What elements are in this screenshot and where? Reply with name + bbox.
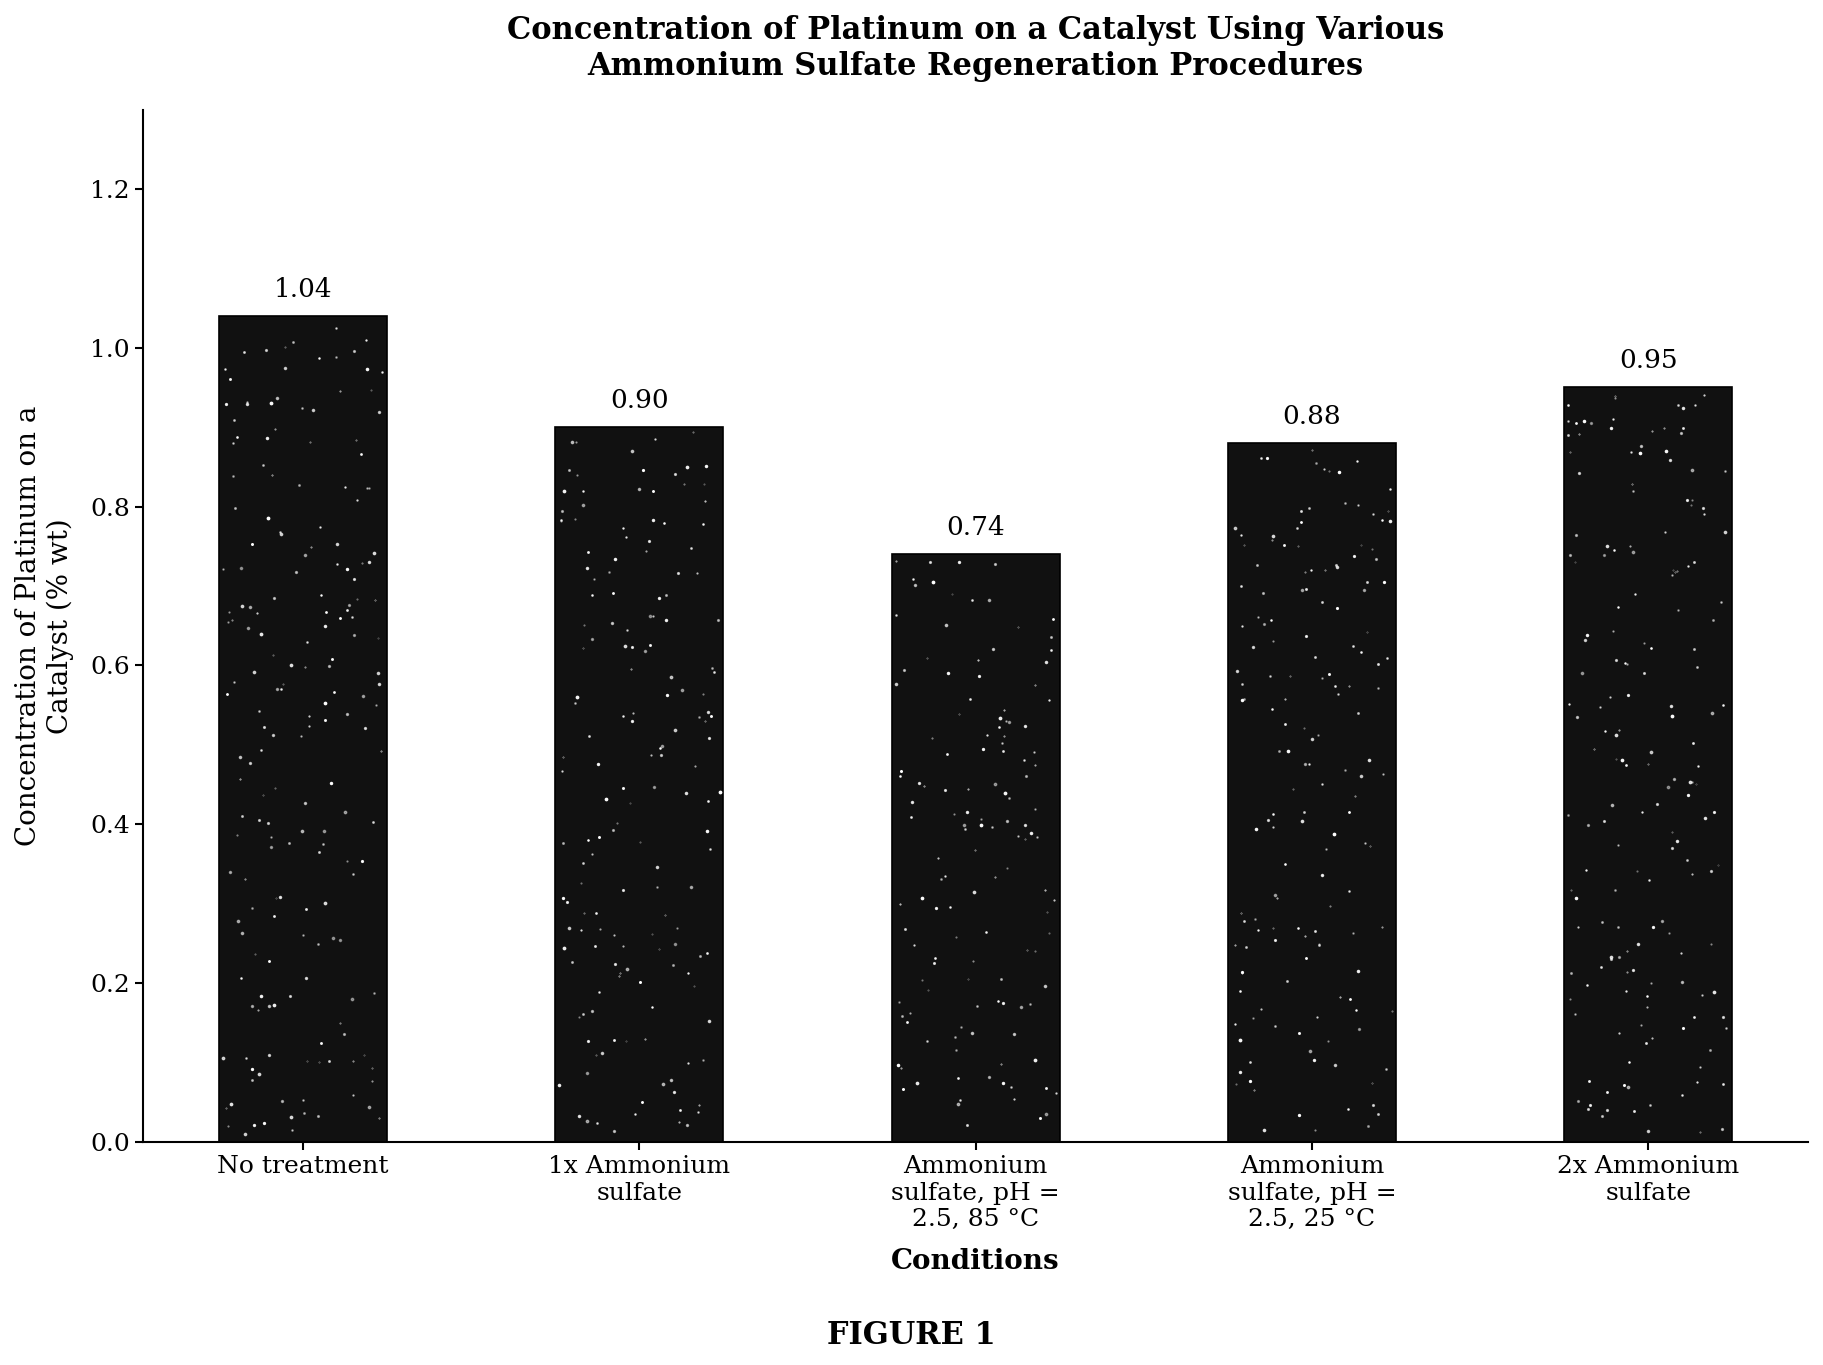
Bar [219, 315, 386, 1143]
Bar [556, 427, 724, 1143]
Text: 0.74: 0.74 [946, 515, 1004, 541]
Text: 0.90: 0.90 [611, 388, 669, 412]
Bar [891, 554, 1059, 1143]
Y-axis label: Concentration of Platinum on a
Catalyst (% wt): Concentration of Platinum on a Catalyst … [15, 405, 73, 846]
Text: 0.95: 0.95 [1619, 348, 1677, 373]
X-axis label: Conditions: Conditions [891, 1248, 1059, 1275]
Bar [1229, 444, 1396, 1143]
Title: Concentration of Platinum on a Catalyst Using Various
Ammonium Sulfate Regenerat: Concentration of Platinum on a Catalyst … [507, 15, 1444, 82]
Bar [1564, 388, 1732, 1143]
Text: 1.04: 1.04 [273, 277, 332, 302]
Text: FIGURE 1: FIGURE 1 [828, 1320, 995, 1351]
Text: 0.88: 0.88 [1283, 404, 1342, 429]
